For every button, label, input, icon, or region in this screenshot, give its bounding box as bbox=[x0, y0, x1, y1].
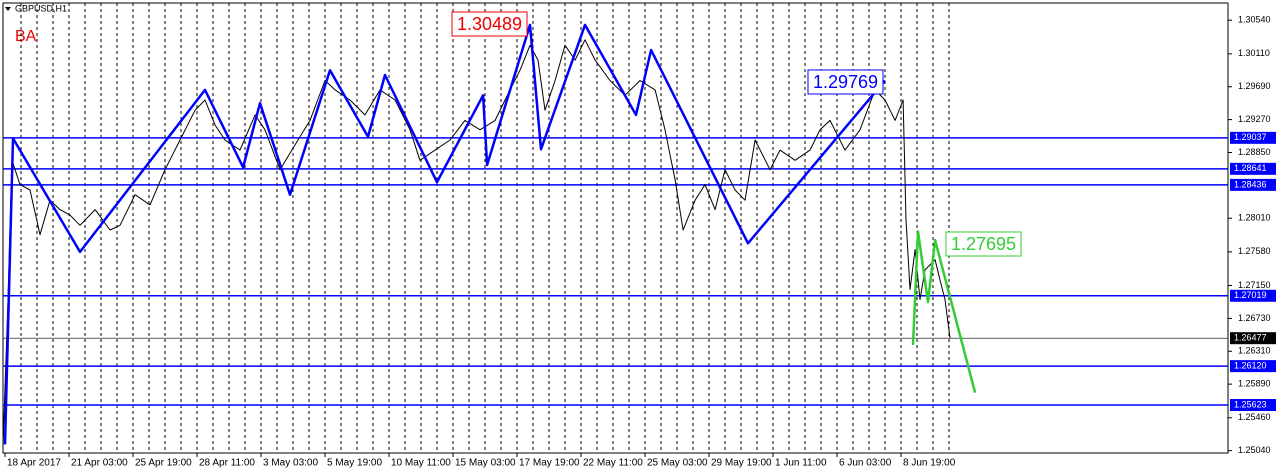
symbol-header: GBPUSD,H1 bbox=[15, 3, 67, 13]
level-line-label-box bbox=[1230, 162, 1276, 175]
x-tick-label: 15 May 03:00 bbox=[455, 458, 516, 469]
level-line-label: 1.28436 bbox=[1234, 179, 1267, 189]
x-tick-label: 25 May 03:00 bbox=[647, 458, 708, 469]
annotation-text: 1.29769 bbox=[813, 72, 878, 92]
annotation-box bbox=[807, 69, 884, 95]
x-tick-label: 28 Apr 11:00 bbox=[199, 458, 255, 469]
y-tick-label: 1.28010 bbox=[1238, 213, 1271, 223]
y-tick-label: 1.30110 bbox=[1238, 48, 1270, 58]
y-tick-label: 1.29270 bbox=[1238, 114, 1271, 124]
level-line-label-box bbox=[1230, 131, 1276, 144]
x-tick-label: 3 May 03:00 bbox=[263, 458, 318, 469]
x-tick-label: 29 May 19:00 bbox=[711, 458, 772, 469]
menu-triangle[interactable] bbox=[5, 7, 11, 11]
y-tick-label: 1.29690 bbox=[1238, 81, 1271, 91]
x-tick-label: 18 Apr 2017 bbox=[7, 458, 61, 469]
level-line-label: 1.28641 bbox=[1234, 163, 1267, 173]
x-tick-label: 10 May 11:00 bbox=[391, 458, 451, 469]
annotation-text: 1.30489 bbox=[457, 14, 522, 34]
y-tick-label: 1.27150 bbox=[1238, 280, 1271, 290]
x-tick-label: 6 Jun 03:00 bbox=[839, 458, 892, 469]
x-tick-label: 21 Apr 03:00 bbox=[71, 458, 128, 469]
level-line-label-box bbox=[1230, 399, 1276, 412]
annotation-text: 1.27695 bbox=[951, 234, 1016, 254]
y-tick-label: 1.26310 bbox=[1238, 346, 1271, 356]
indicator-label: BA bbox=[15, 28, 37, 45]
current-price-label-box bbox=[1230, 332, 1276, 345]
y-tick-label: 1.28850 bbox=[1238, 147, 1271, 157]
y-tick-label: 1.26730 bbox=[1238, 313, 1271, 323]
annotation-box bbox=[451, 11, 528, 37]
x-tick-label: 25 Apr 19:00 bbox=[135, 458, 192, 469]
y-tick-label: 1.25890 bbox=[1238, 379, 1271, 389]
level-line-label-box bbox=[1230, 360, 1276, 373]
price-line bbox=[2, 39, 951, 445]
zigzag-line bbox=[3, 23, 886, 445]
level-line-label-box bbox=[1230, 289, 1276, 302]
level-line-label: 1.27019 bbox=[1234, 290, 1267, 300]
y-tick-label: 1.30540 bbox=[1238, 15, 1271, 25]
x-tick-label: 17 May 19:00 bbox=[519, 458, 580, 469]
level-line-label: 1.29037 bbox=[1234, 132, 1267, 142]
zigzag-line bbox=[911, 230, 977, 394]
plot-border bbox=[2, 2, 1229, 454]
x-tick-label: 22 May 11:00 bbox=[583, 458, 643, 469]
y-tick-label: 1.27580 bbox=[1238, 246, 1271, 256]
level-line-label: 1.25623 bbox=[1234, 399, 1267, 409]
y-tick-label: 1.25460 bbox=[1238, 412, 1271, 422]
annotation-box bbox=[945, 231, 1022, 257]
level-line-label: 1.26120 bbox=[1234, 361, 1267, 371]
level-line-label-box bbox=[1230, 178, 1276, 191]
x-tick-label: 1 Jun 11:00 bbox=[775, 458, 827, 469]
current-price-label: 1.26477 bbox=[1234, 333, 1267, 343]
x-tick-label: 5 May 19:00 bbox=[327, 458, 382, 469]
y-tick-label: 1.25040 bbox=[1238, 445, 1271, 455]
x-tick-label: 8 Jun 19:00 bbox=[903, 458, 956, 469]
